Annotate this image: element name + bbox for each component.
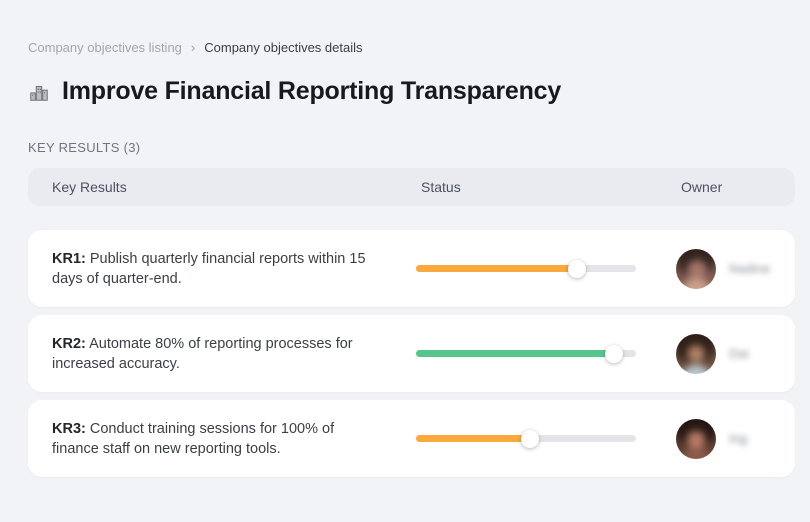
breadcrumb: Company objectives listing › Company obj… [28,40,795,55]
kr-description-text: Publish quarterly financial reports with… [52,250,366,287]
key-results-list: KR1: Publish quarterly financial reports… [28,230,795,477]
progress-slider-kr1[interactable] [416,259,636,278]
kr-id-label: KR3: [52,420,86,437]
kr-id-label: KR2: [52,335,86,352]
breadcrumb-listing-link[interactable]: Company objectives listing [28,40,182,55]
objective-details-page: Company objectives listing › Company obj… [28,40,795,477]
column-header-status: Status [421,179,461,195]
table-row-kr3[interactable]: KR3: Conduct training sessions for 100% … [28,400,795,477]
progress-knob[interactable] [567,259,586,278]
table-row-kr2[interactable]: KR2: Automate 80% of reporting processes… [28,315,795,392]
owner-avatar [676,333,716,374]
buildings-icon [28,81,50,103]
column-header-key-results: Key Results [52,179,127,195]
chevron-right-icon: › [190,40,196,55]
page-title: Improve Financial Reporting Transparency [62,77,562,105]
progress-slider-kr2[interactable] [416,344,636,363]
owner-avatar [676,248,716,289]
key-results-count-label: KEY RESULTS (3) [28,140,141,155]
progress-fill [416,435,531,442]
owner-cell: Nadine [676,248,795,289]
table-header: Key Results Status Owner [28,168,795,206]
breadcrumb-details-link[interactable]: Company objectives details [204,40,363,55]
progress-knob[interactable] [521,429,540,448]
kr-description-text: Conduct training sessions for 100% of fi… [52,420,335,457]
title-row: Improve Financial Reporting Transparency [28,77,795,106]
kr-description: KR2: Automate 80% of reporting processes… [52,334,416,374]
column-header-owner: Owner [681,179,723,195]
owner-avatar [676,418,716,459]
owner-cell: Dai [676,333,795,374]
owner-name: Nadine [729,261,771,276]
progress-slider-kr3[interactable] [416,429,636,448]
table-row-kr1[interactable]: KR1: Publish quarterly financial reports… [28,230,795,307]
owner-cell: Ing [676,418,795,459]
owner-name: Ing [729,431,748,446]
kr-description-text: Automate 80% of reporting processes for … [52,335,353,372]
kr-id-label: KR1: [52,250,86,267]
kr-description: KR3: Conduct training sessions for 100% … [52,419,416,459]
progress-fill [416,350,614,357]
progress-knob[interactable] [605,344,623,363]
kr-description: KR1: Publish quarterly financial reports… [52,249,416,289]
progress-fill [416,265,577,272]
owner-name: Dai [729,346,749,361]
